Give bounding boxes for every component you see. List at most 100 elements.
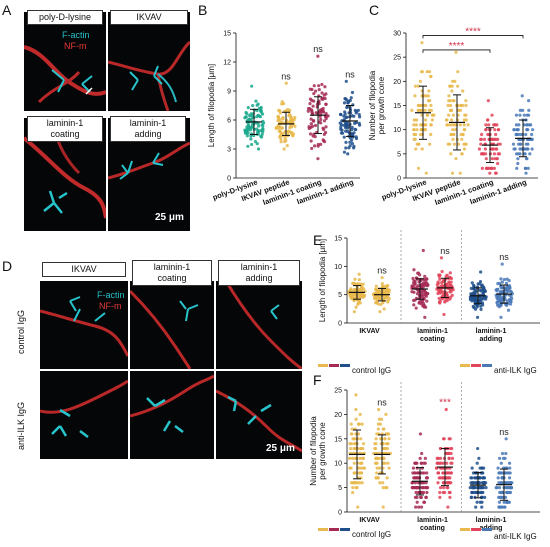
c-point: [416, 103, 421, 108]
f-point: [359, 446, 363, 451]
b-point: [312, 84, 316, 88]
c-point: [486, 99, 490, 103]
e-point: [440, 283, 444, 288]
b-point: [321, 126, 325, 130]
b-point: [308, 107, 312, 111]
e-point: [416, 284, 420, 288]
b-point: [350, 125, 354, 129]
e-point: [412, 290, 416, 294]
legend-factin: F-actin: [62, 30, 90, 40]
c-point: [484, 157, 488, 161]
f-point: [411, 486, 415, 490]
f-point: [424, 481, 428, 485]
micrograph-d-adding-anti: [216, 371, 302, 459]
c-point: [517, 123, 521, 127]
c-point: [512, 128, 516, 132]
c-point: [449, 132, 453, 137]
f-point: [441, 437, 446, 441]
c-point: [460, 152, 464, 156]
f-point: [383, 437, 387, 441]
b-point: [316, 157, 320, 161]
e-ytick-label: 10: [334, 264, 342, 271]
f-point: [362, 466, 366, 470]
b-point: [320, 91, 324, 95]
micrograph-d-coating-anti: [130, 371, 214, 459]
micrograph-a-poly-d-lysine: [24, 12, 106, 111]
c-point: [418, 79, 422, 83]
f-legend-swatch: [340, 528, 350, 531]
b-point: [250, 84, 254, 88]
e-point: [448, 271, 452, 275]
e-point: [483, 295, 487, 299]
e-point: [375, 290, 379, 294]
e-point: [354, 305, 358, 309]
f-point: [374, 476, 378, 480]
c-ytick-label: 5: [397, 151, 401, 158]
c-point: [449, 118, 454, 122]
f-point: [507, 500, 511, 504]
f-point: [349, 432, 354, 436]
b-point: [277, 118, 281, 122]
f-point: [384, 446, 388, 451]
b-annotation: ns: [313, 44, 323, 54]
e-point: [482, 286, 486, 290]
f-ytick-label: 5: [338, 485, 342, 492]
b-point: [293, 115, 297, 120]
c-point: [445, 118, 449, 122]
f-point: [436, 471, 440, 475]
b-point: [312, 119, 316, 123]
f-point: [374, 461, 378, 465]
f-point: [425, 476, 429, 480]
f-point: [352, 481, 356, 485]
b-point: [276, 115, 280, 119]
f-point: [444, 407, 448, 412]
c-point: [527, 99, 531, 103]
b-point: [255, 142, 259, 146]
c-point: [419, 108, 423, 112]
b-point: [257, 124, 261, 128]
f-point: [413, 471, 417, 475]
c-point: [521, 108, 525, 112]
b-point: [280, 102, 284, 106]
c-point: [447, 94, 451, 98]
c-point: [464, 118, 468, 122]
e-ytick-label: 5: [338, 292, 342, 299]
f-point: [447, 451, 451, 456]
f-point: [442, 486, 446, 490]
b-point: [344, 115, 348, 119]
e-point: [440, 269, 444, 274]
f-point: [437, 476, 441, 480]
e-point: [380, 276, 384, 280]
b-point: [325, 114, 329, 118]
f-point: [478, 476, 482, 480]
c-point: [451, 128, 455, 132]
f-point: [376, 427, 380, 431]
e-point: [418, 284, 423, 288]
c-point: [525, 123, 529, 127]
e-point: [480, 297, 484, 301]
f-point: [500, 451, 505, 456]
micrograph-d-adding-control: [216, 281, 302, 369]
c-point: [464, 103, 468, 108]
c-point: [518, 113, 522, 117]
b-ytick-label: 0: [227, 176, 231, 183]
c-point: [493, 123, 497, 127]
f-point: [418, 456, 422, 460]
e-point: [423, 315, 427, 319]
f-point: [354, 407, 358, 412]
b-point: [256, 121, 260, 126]
c-point: [531, 128, 535, 132]
e-point: [437, 300, 442, 304]
b-point: [310, 124, 315, 128]
f-point: [383, 461, 387, 465]
e-point: [358, 295, 363, 299]
b-point: [324, 102, 328, 106]
b-ytick-label: 6: [227, 118, 231, 125]
c-point: [463, 142, 467, 146]
f-point: [360, 461, 364, 465]
b-point: [324, 125, 328, 129]
f-point: [497, 495, 501, 499]
e-legend-swatch: [329, 364, 339, 367]
c-point: [495, 157, 499, 161]
f-point: [360, 481, 364, 485]
